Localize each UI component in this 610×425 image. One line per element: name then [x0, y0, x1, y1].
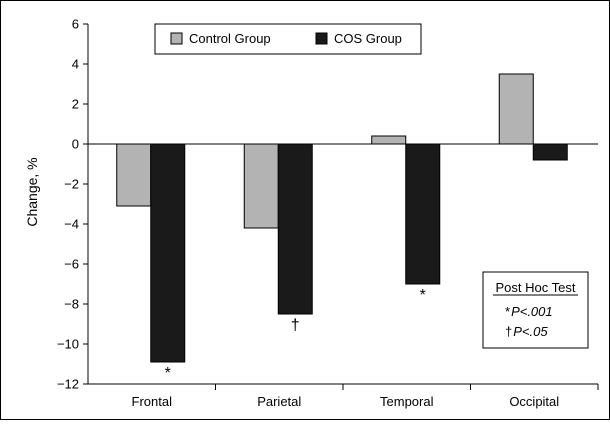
bar-parietal-control	[243, 143, 279, 229]
x-tick-labels: Frontal Parietal Temporal Occipital	[132, 384, 599, 409]
x-tick-label-occipital: Occipital	[509, 394, 559, 409]
y-tick-label: −8	[64, 297, 79, 312]
bar-frontal-cos	[150, 143, 186, 363]
annotation-text-2: P<.05	[513, 324, 548, 339]
y-tick-label: −6	[64, 257, 79, 272]
annotation-text-1: P<.001	[511, 304, 553, 319]
post-hoc-annotation: Post Hoc Test *P<.001 †P<.05	[482, 271, 589, 349]
legend-label-cos: COS Group	[334, 31, 402, 46]
bar-frontal-control	[116, 143, 152, 207]
x-tick-label-temporal: Temporal	[380, 394, 434, 409]
annotation-line-1: *P<.001	[505, 304, 553, 319]
y-tick-label: −10	[57, 337, 79, 352]
annotation-line-2: †P<.05	[505, 324, 548, 339]
y-tick-label: 0	[72, 137, 79, 152]
significance-marker-frontal: *	[165, 365, 171, 382]
significance-markers: * † *	[165, 287, 426, 382]
y-tick-label: 6	[72, 17, 79, 32]
y-tick-label: −4	[64, 217, 79, 232]
bar-temporal-cos	[405, 143, 441, 285]
legend-swatch-control	[170, 32, 183, 45]
annotation-symbol-2: †	[505, 324, 512, 339]
x-tick-label-frontal: Frontal	[132, 394, 173, 409]
y-ticks: 6 4 2 0 −2 −4 −6 −8 −10 −12	[57, 17, 88, 392]
significance-marker-temporal: *	[420, 287, 426, 304]
annotation-box	[482, 271, 589, 349]
x-tick-label-parietal: Parietal	[257, 394, 301, 409]
bar-occipital-control	[498, 73, 534, 145]
legend-box	[154, 23, 422, 55]
legend-swatch-cos	[315, 32, 328, 45]
annotation-title: Post Hoc Test	[496, 280, 576, 295]
significance-marker-parietal: †	[291, 317, 300, 334]
legend: Control Group COS Group	[154, 23, 422, 55]
y-tick-label: −12	[57, 377, 79, 392]
y-tick-label: 2	[72, 97, 79, 112]
y-tick-label: −2	[64, 177, 79, 192]
y-axis-title: Change, %	[24, 157, 40, 226]
bar-parietal-cos	[277, 143, 313, 315]
bar-occipital-cos	[532, 143, 568, 161]
y-tick-label: 4	[72, 57, 79, 72]
bar-temporal-control	[371, 135, 407, 145]
legend-label-control: Control Group	[189, 31, 271, 46]
annotation-symbol-1: *	[505, 304, 510, 319]
